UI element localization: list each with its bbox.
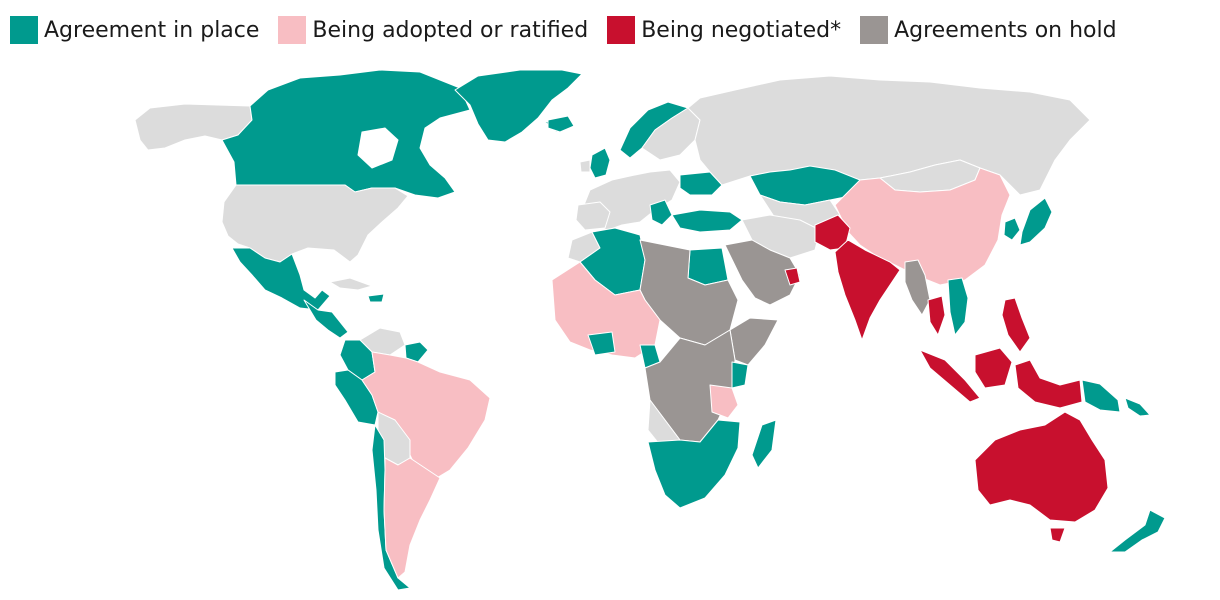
region-kenya — [731, 361, 749, 389]
region-japan — [1019, 197, 1053, 246]
region-tanzania — [709, 384, 739, 419]
legend-label: Being negotiated* — [641, 17, 842, 43]
region-canada — [221, 69, 471, 199]
legend-swatch — [860, 16, 889, 44]
region-mexico — [231, 247, 331, 311]
region-madagascar — [751, 419, 777, 469]
legend-label: Being adopted or ratified — [312, 17, 589, 43]
region-turkey — [671, 209, 743, 233]
region-iceland — [547, 115, 575, 133]
legend-swatch — [10, 16, 38, 44]
region-nigeria-ghana — [587, 331, 616, 356]
legend-label: Agreement in place — [44, 17, 260, 43]
legend-item-on-hold: Agreements on hold — [860, 16, 1117, 44]
region-philippines — [1001, 297, 1031, 353]
region-india — [834, 239, 901, 341]
region-australia — [974, 411, 1109, 523]
legend-label: Agreements on hold — [894, 17, 1117, 43]
region-myanmar — [904, 259, 931, 316]
region-indonesia-borneo — [974, 347, 1013, 389]
region-korea — [1003, 217, 1021, 241]
region-balkans — [649, 199, 673, 226]
legend-swatch — [278, 16, 307, 44]
region-caribbean-islands — [367, 293, 385, 303]
region-usa — [221, 184, 409, 263]
legend-swatch — [607, 16, 636, 44]
region-cuba — [329, 277, 373, 291]
region-arabia — [724, 239, 801, 306]
region-indonesia-sumatra — [919, 349, 981, 403]
region-guianas — [404, 341, 429, 363]
region-indonesia-east — [1014, 359, 1083, 409]
region-greenland — [454, 69, 583, 143]
region-vietnam — [947, 277, 969, 336]
legend-item-agreement-in-place: Agreement in place — [10, 16, 259, 44]
region-ecuador-peru — [334, 369, 379, 426]
region-papua-new-guinea — [1081, 379, 1121, 413]
region-uae — [784, 267, 801, 286]
region-uk — [589, 147, 611, 179]
region-brazil — [361, 351, 491, 483]
region-iberia — [575, 201, 611, 231]
region-new-zealand — [1109, 509, 1166, 553]
region-argentina — [383, 457, 441, 579]
region-horn-of-africa — [729, 317, 779, 366]
region-west-africa — [551, 261, 661, 359]
region-ireland — [579, 159, 591, 173]
region-pacific-islands — [1124, 397, 1151, 417]
region-egypt — [687, 247, 729, 286]
legend-item-being-adopted: Being adopted or ratified — [278, 16, 588, 44]
region-tasmania — [1049, 527, 1066, 543]
region-southern-africa — [647, 419, 741, 509]
region-central-america — [303, 299, 349, 339]
region-canada-hudson-bay — [357, 127, 399, 169]
region-thailand — [927, 295, 946, 336]
map-legend: Agreement in place Being adopted or rati… — [10, 14, 1136, 46]
legend-item-being-negotiated: Being negotiated* — [607, 16, 841, 44]
